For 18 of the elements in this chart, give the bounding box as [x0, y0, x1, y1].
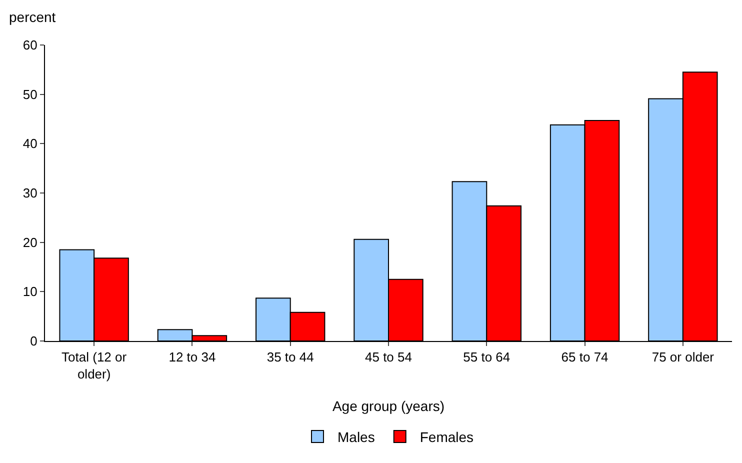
x-tick-label: 65 to 74 [561, 350, 608, 365]
y-tick-label: 40 [22, 136, 38, 152]
x-axis-title: Age group (years) [332, 398, 445, 414]
y-tick-label: 10 [22, 284, 38, 300]
x-tick-label: 75 or older [652, 350, 715, 365]
y-tick-label: 30 [22, 186, 38, 201]
legend-label: Males [338, 428, 375, 445]
legend-label: Females [420, 428, 474, 445]
x-tick-label: 12 to 34 [168, 350, 216, 365]
x-tick-label: 35 to 44 [266, 350, 314, 365]
y-axis-title: percent [9, 9, 56, 25]
y-tick-label: 20 [22, 234, 38, 250]
x-tick-label: Total (12 or older) [62, 350, 128, 382]
y-tick-label: 0 [30, 334, 38, 349]
x-tick-label: 45 to 54 [365, 350, 412, 365]
y-tick-label: 50 [22, 86, 38, 102]
y-tick-label: 60 [22, 38, 38, 53]
x-tick-label: 55 to 64 [463, 350, 510, 365]
